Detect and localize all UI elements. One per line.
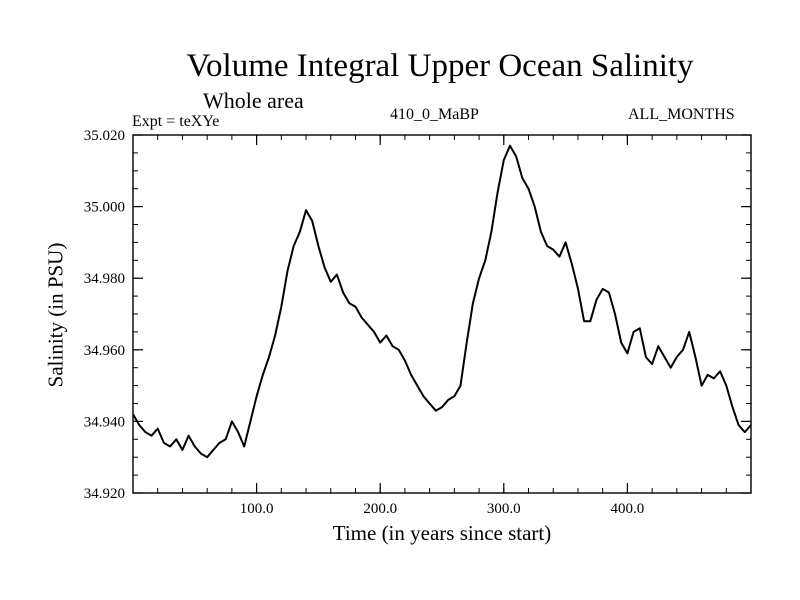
x-tick-label: 100.0 — [240, 501, 274, 517]
x-tick-label: 300.0 — [487, 501, 521, 517]
x-tick-label: 400.0 — [611, 501, 645, 517]
y-tick-label: 34.980 — [84, 271, 125, 287]
plot-frame — [132, 134, 752, 494]
run-label: 410_0_MaBP — [390, 106, 479, 123]
axes: 100.0 200.0 300.0 400.0 34.920 34.940 34.960 34… — [84, 128, 751, 517]
y-tick-label: 35.020 — [84, 128, 125, 144]
experiment-label: Expt = teXYe — [132, 113, 220, 130]
salinity-series-line — [132, 144, 752, 459]
y-tick-label: 35.000 — [84, 200, 125, 216]
months-label: ALL_MONTHS — [628, 106, 735, 123]
chart-subtitle: Whole area — [203, 88, 304, 113]
y-tick-label: 34.960 — [84, 343, 125, 359]
series-layer — [132, 144, 752, 459]
y-tick-label: 34.920 — [84, 486, 125, 502]
y-tick-label: 34.940 — [84, 414, 125, 430]
x-tick-label: 200.0 — [363, 501, 397, 517]
x-axis-label: Time (in years since start) — [332, 521, 552, 545]
chart-title: Volume Integral Upper Ocean Salinity — [186, 48, 694, 84]
